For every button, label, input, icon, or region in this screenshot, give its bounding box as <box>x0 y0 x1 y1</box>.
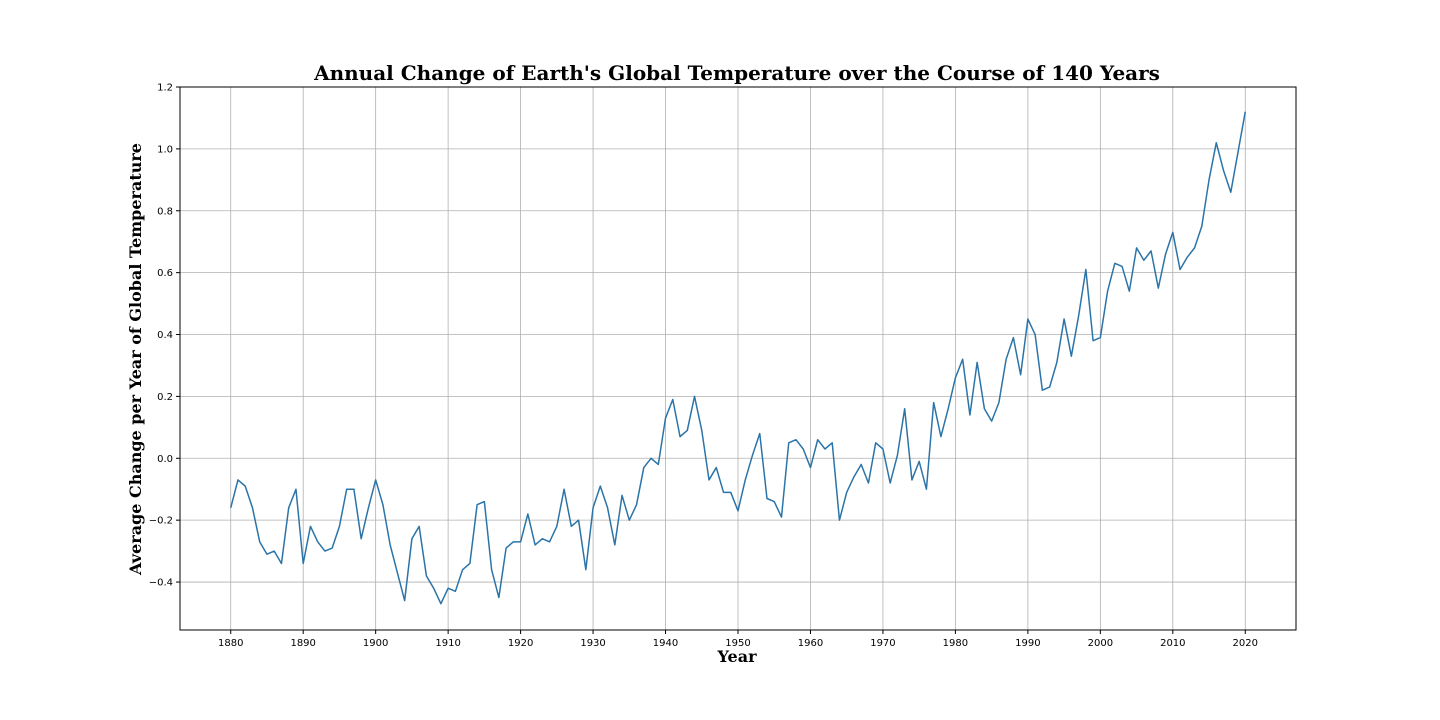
x-tick-label: 1880 <box>218 638 243 649</box>
x-tick-label: 2000 <box>1088 638 1113 649</box>
x-tick-label: 1970 <box>870 638 895 649</box>
data-series <box>230 111 1247 605</box>
y-tick-label: 1.0 <box>157 144 173 155</box>
x-tick-label: 1900 <box>363 638 388 649</box>
x-tick-label: 1950 <box>725 638 750 649</box>
y-tick-label: 0.0 <box>157 454 173 465</box>
y-axis-ticks: −0.4 −0.2 0.0 0.2 0.4 0.6 0.8 1.0 1.2 <box>149 83 180 589</box>
y-tick-label: 0.4 <box>157 330 173 341</box>
chart-title: Annual Change of Earth's Global Temperat… <box>313 61 1160 85</box>
x-axis-label: Year <box>716 647 757 666</box>
y-tick-label: 0.8 <box>157 206 173 217</box>
y-tick-label: −0.2 <box>149 516 173 527</box>
x-tick-label: 1940 <box>653 638 678 649</box>
y-tick-label: 1.2 <box>157 83 173 94</box>
y-tick-label: 0.2 <box>157 392 173 403</box>
grid-lines <box>180 86 1296 630</box>
y-axis-label: Average Change per Year of Global Temper… <box>126 143 145 576</box>
x-axis-ticks: 1880 1890 1900 1910 1920 1930 1940 1950 1960 1970… <box>218 630 1258 649</box>
x-tick-label: 2010 <box>1160 638 1185 649</box>
x-tick-label: 1930 <box>580 638 605 649</box>
y-tick-label: −0.4 <box>149 578 173 589</box>
x-tick-label: 2020 <box>1233 638 1258 649</box>
y-tick-label: 0.6 <box>157 268 173 279</box>
temperature-series-line <box>230 111 1247 605</box>
x-tick-label: 1960 <box>798 638 823 649</box>
x-tick-label: 1980 <box>943 638 968 649</box>
x-tick-label: 1890 <box>290 638 315 649</box>
x-tick-label: 1910 <box>435 638 460 649</box>
x-tick-label: 1990 <box>1015 638 1040 649</box>
x-tick-label: 1920 <box>508 638 533 649</box>
